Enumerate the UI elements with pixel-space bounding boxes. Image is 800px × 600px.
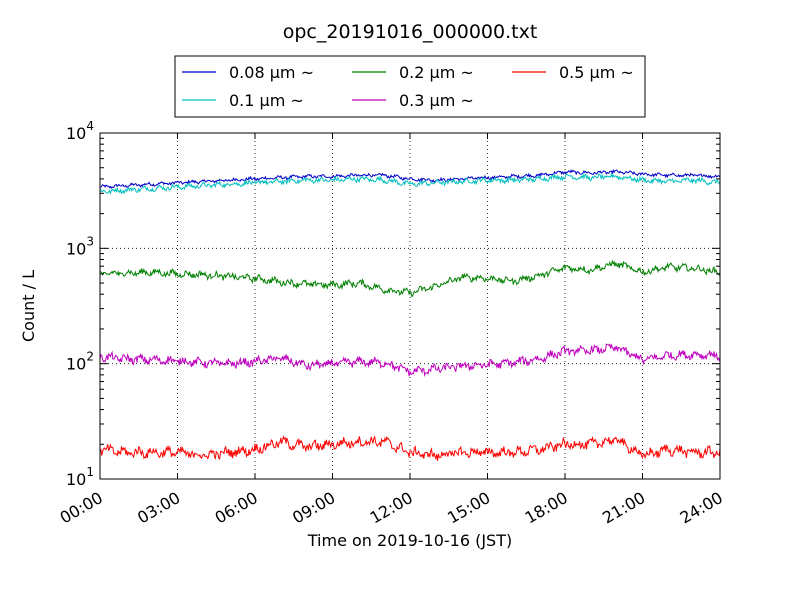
legend-label: 0.1 μm ~ <box>229 91 304 110</box>
grid <box>100 133 720 479</box>
y-tick-label: 103 <box>66 234 94 258</box>
series-line <box>99 343 721 377</box>
legend-label: 0.3 μm ~ <box>399 91 474 110</box>
y-tick-label: 102 <box>66 350 94 374</box>
chart-title: opc_20191016_000000.txt <box>283 21 538 43</box>
y-axis: 101 102 103 104 <box>66 119 720 489</box>
legend-label: 0.5 μm ~ <box>559 63 634 82</box>
y-tick-label: 104 <box>66 119 94 143</box>
y-axis-title: Count / L <box>19 270 38 342</box>
series-line <box>99 259 721 298</box>
legend-label: 0.2 μm ~ <box>399 63 474 82</box>
legend-box <box>174 55 646 118</box>
series-line <box>99 168 721 190</box>
y-tick-label: 101 <box>66 465 94 489</box>
legend: 0.08 μm ~ 0.1 μm ~ 0.2 μm ~ 0.3 μm ~ 0.5 μm … <box>174 55 646 118</box>
series-line <box>99 171 721 195</box>
legend-label: 0.08 μm ~ <box>229 63 314 82</box>
plot-lines <box>99 168 721 461</box>
series-line <box>99 435 721 461</box>
x-axis-title: Time on 2019-10-16 (JST) <box>307 531 512 550</box>
